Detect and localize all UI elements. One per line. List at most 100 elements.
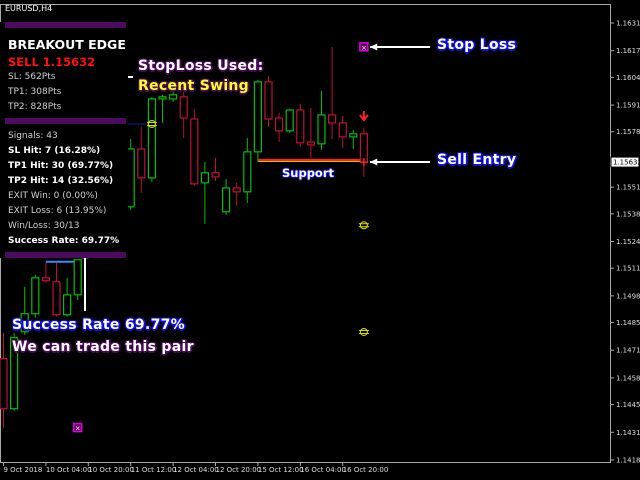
candle <box>243 137 252 203</box>
candle <box>20 286 29 335</box>
y-tick-label: 1.14980 <box>616 292 640 300</box>
candle-body <box>306 141 315 146</box>
success-rate-annotation: Success Rate 69.77% <box>12 317 185 333</box>
x-tick-label: 16 Oct 04:00 <box>300 466 346 474</box>
win-loss-stat: Win/Loss: 30/13 <box>8 221 80 231</box>
candle-body <box>137 148 146 179</box>
stop-loss-icon <box>359 42 369 52</box>
panel-divider <box>5 252 126 258</box>
stoploss-used-annotation: StopLoss Used: <box>138 58 264 74</box>
candle-body <box>73 259 82 296</box>
candle-body <box>222 187 231 213</box>
candle-body <box>296 109 305 144</box>
signal-text: SELL 1.15632 <box>8 55 96 69</box>
sell-entry-annotation: Sell Entry <box>437 152 517 168</box>
exit-win-stat: EXIT Win: 0 (0.00%) <box>8 191 98 201</box>
candle-body <box>126 148 135 208</box>
x-tick-label: 10 Oct 20:00 <box>88 466 134 474</box>
candle <box>31 274 40 318</box>
candle-body <box>349 133 358 138</box>
tp2-hit-stat: TP2 Hit: 14 (32.56%) <box>8 176 114 186</box>
y-tick-label: 1.14580 <box>616 374 640 382</box>
x-tick-label: 12 Oct 04:00 <box>173 466 219 474</box>
stop-loss-icon-glyph: × <box>361 44 367 52</box>
candle <box>200 161 209 224</box>
candle <box>137 126 146 193</box>
y-tick-label: 1.15510 <box>616 184 640 192</box>
candle-body <box>338 122 347 138</box>
y-tick-label: 1.15380 <box>616 210 640 218</box>
y-tick-label: 1.15245 <box>616 238 640 246</box>
y-tick-label: 1.16310 <box>616 20 640 28</box>
y-tick-label: 1.15780 <box>616 128 640 136</box>
candle <box>10 332 19 411</box>
candle <box>296 103 305 147</box>
candle-body <box>169 94 178 100</box>
candle <box>169 90 178 102</box>
target-icon <box>147 119 156 128</box>
candle <box>306 107 315 158</box>
stop-loss-icon-glyph: × <box>75 425 81 433</box>
tp2-points: TP2: 828Pts <box>8 102 62 112</box>
candle <box>147 96 156 182</box>
candle-body <box>253 81 262 153</box>
panel-divider <box>5 118 126 124</box>
exit-loss-stat: EXIT Loss: 6 (13.95%) <box>8 206 107 216</box>
candle-body <box>328 114 337 124</box>
panel-divider <box>5 22 126 28</box>
chart-title: EURUSD,H4 <box>5 4 53 13</box>
y-tick-label: 1.15115 <box>616 265 640 273</box>
candle <box>349 129 358 149</box>
candle-body <box>359 133 368 163</box>
candle <box>232 182 241 206</box>
candle-body <box>317 114 326 145</box>
recent-swing-annotation: Recent Swing <box>138 78 250 94</box>
candle-body <box>232 187 241 193</box>
candle-body <box>200 172 209 184</box>
target-icon <box>359 221 368 230</box>
target-icon-lines <box>358 329 369 334</box>
candle <box>73 259 82 300</box>
x-tick-label: 9 Oct 2018 <box>4 466 43 474</box>
stop-loss-icon <box>72 422 83 433</box>
candle-body <box>31 277 40 315</box>
tp1-points: TP1: 308Pts <box>8 87 62 97</box>
y-tick-label: 1.15910 <box>616 102 640 110</box>
candle-body <box>275 117 284 132</box>
candle-body <box>20 313 29 333</box>
candle-body <box>10 337 19 410</box>
tp1-hit-stat: TP1 Hit: 30 (69.77%) <box>8 161 114 171</box>
sell-entry-arrow-head <box>370 158 378 166</box>
y-tick-label: 1.16175 <box>616 47 640 55</box>
signals-count: Signals: 43 <box>8 131 58 141</box>
candle-body <box>243 151 252 193</box>
x-tick-label: 12 Oct 20:00 <box>216 466 262 474</box>
candle <box>359 127 368 177</box>
candle <box>126 138 135 210</box>
current-price-label: 1.15632 <box>613 159 640 167</box>
y-tick-label: 1.16045 <box>616 74 640 82</box>
indicator-panel <box>0 22 128 258</box>
x-tick-label: 10 Oct 04:00 <box>46 466 92 474</box>
candle <box>190 108 199 186</box>
sl-hit-stat: SL Hit: 7 (16.28%) <box>8 146 101 156</box>
candle-body <box>158 96 167 100</box>
candle-body <box>41 277 51 282</box>
candle-body <box>179 96 188 119</box>
stop-loss-annotation: Stop Loss <box>437 37 517 53</box>
candle-body <box>190 118 199 185</box>
candle <box>222 178 231 215</box>
candle <box>52 262 61 317</box>
support-label: Support <box>282 166 335 180</box>
indicator-heading: BREAKOUT EDGE <box>8 37 126 52</box>
candle-body <box>211 172 220 178</box>
candle <box>285 108 294 133</box>
target-icon-lines <box>146 121 157 126</box>
candle <box>62 277 72 317</box>
candle <box>275 112 284 142</box>
trade-pair-annotation: We can trade this pair <box>12 339 194 355</box>
candle-body <box>0 358 8 410</box>
entry-plus-icon <box>359 158 368 167</box>
candle-body <box>285 109 294 132</box>
